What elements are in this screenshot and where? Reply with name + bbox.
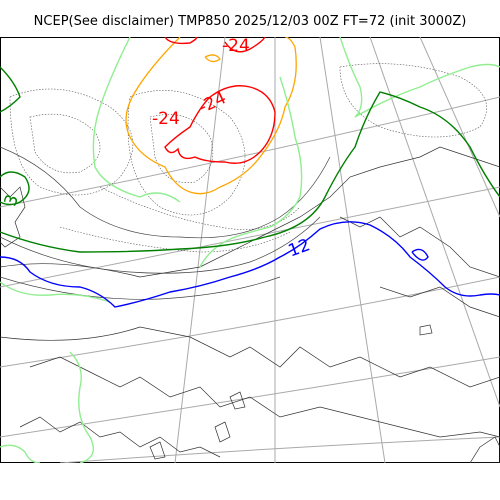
isotherm-lightgreen-c xyxy=(339,37,500,118)
map-frame xyxy=(0,37,500,463)
isotherm-orange xyxy=(125,37,297,195)
isotherm-green-small xyxy=(0,171,30,206)
isotherm-lightgreen-f xyxy=(0,444,41,463)
map-title: NCEP(See disclaimer) TMP850 2025/12/03 0… xyxy=(33,14,467,29)
isotherm-red-top2 xyxy=(224,37,266,53)
thin-contours xyxy=(0,146,331,300)
label-red-3: -24 xyxy=(222,37,250,56)
isotherm-lightgreen-e xyxy=(69,351,94,463)
label-red-1: -24 xyxy=(152,109,180,129)
isotherm-lightgreen-a xyxy=(199,76,303,268)
coastlines xyxy=(0,146,500,463)
isotherm-red-top xyxy=(164,37,198,45)
isotherm-lightgreen-b xyxy=(92,37,181,203)
dotted-contours xyxy=(9,63,487,253)
isotherm-green-main xyxy=(0,91,500,253)
isotherm-lightgreen-d xyxy=(0,281,111,303)
graticule xyxy=(0,37,500,463)
isotherm-orange-small xyxy=(204,54,221,63)
isotherm-blue xyxy=(0,221,500,308)
isotherm-green-left xyxy=(0,66,21,113)
temperature-map: -24 -24 -24 12 3 xyxy=(0,37,500,463)
isotherm-blue-small xyxy=(411,248,429,261)
isotherm-red-main xyxy=(164,85,276,164)
